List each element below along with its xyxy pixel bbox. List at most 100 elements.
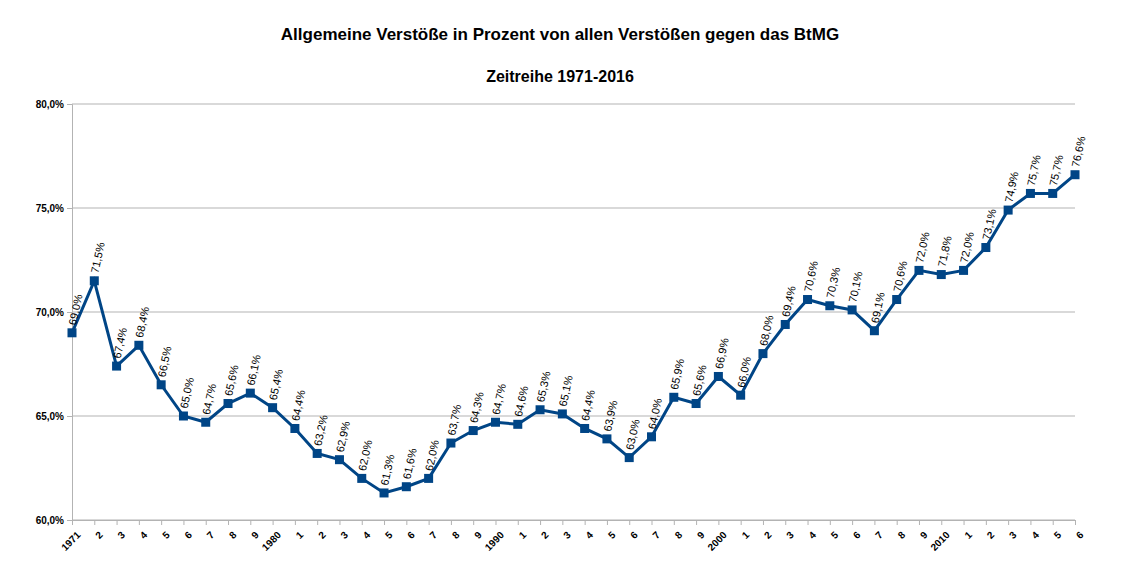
x-tick: 3 bbox=[784, 520, 796, 541]
x-axis-line bbox=[73, 521, 1076, 526]
data-label: 64,6% bbox=[512, 385, 530, 418]
data-point bbox=[68, 328, 77, 337]
x-tick: 7 bbox=[205, 520, 217, 541]
grid-line bbox=[72, 104, 1075, 105]
x-tick-mark bbox=[384, 520, 385, 525]
x-tick: 9 bbox=[695, 520, 707, 541]
data-label: 70,6% bbox=[802, 260, 820, 293]
data-label: 62,9% bbox=[334, 420, 352, 453]
x-tick-label: 2 bbox=[762, 529, 774, 541]
x-tick: 2 bbox=[539, 520, 551, 541]
grid-line bbox=[72, 312, 1075, 313]
data-point bbox=[1004, 206, 1013, 215]
x-tick-label: 6 bbox=[405, 529, 417, 541]
x-tick-label: 1980 bbox=[260, 529, 284, 553]
x-tick-mark bbox=[808, 520, 809, 525]
data-label: 75,7% bbox=[1047, 154, 1065, 187]
data-point bbox=[313, 449, 322, 458]
data-point bbox=[937, 270, 946, 279]
x-tick-label: 9 bbox=[472, 529, 484, 541]
x-tick-mark bbox=[696, 520, 697, 525]
y-tick: 60,0% bbox=[36, 515, 72, 526]
x-tick-label: 4 bbox=[584, 529, 596, 541]
data-label: 63,7% bbox=[445, 403, 463, 436]
x-tick-label: 8 bbox=[896, 529, 908, 541]
x-tick: 8 bbox=[227, 520, 239, 541]
data-label: 65,9% bbox=[668, 357, 686, 390]
x-tick: 1 bbox=[294, 520, 306, 541]
data-line bbox=[72, 175, 1075, 493]
y-tick: 80,0% bbox=[36, 99, 72, 110]
x-tick-mark bbox=[1008, 520, 1009, 525]
x-tick: 4 bbox=[361, 520, 373, 541]
data-point bbox=[424, 474, 433, 483]
data-label: 66,1% bbox=[245, 353, 263, 386]
x-tick-mark bbox=[94, 520, 95, 525]
y-tick-mark bbox=[67, 520, 72, 521]
x-tick-mark bbox=[1030, 520, 1031, 525]
x-tick: 9 bbox=[918, 520, 930, 541]
data-point bbox=[892, 295, 901, 304]
data-label: 64,4% bbox=[579, 389, 597, 422]
x-axis: 1971234567891980123456789199012345678920… bbox=[59, 520, 1086, 553]
y-tick-mark bbox=[67, 208, 72, 209]
data-point bbox=[803, 295, 812, 304]
y-tick-label: 75,0% bbox=[36, 203, 64, 214]
data-label: 65,0% bbox=[178, 376, 196, 409]
data-point bbox=[90, 276, 99, 285]
data-label: 65,1% bbox=[557, 374, 575, 407]
x-tick-label: 1 bbox=[962, 529, 974, 541]
data-label: 68,4% bbox=[133, 305, 151, 338]
data-point bbox=[1071, 170, 1080, 179]
data-point bbox=[981, 243, 990, 252]
data-label: 66,5% bbox=[155, 345, 173, 378]
data-label: 72,0% bbox=[958, 231, 976, 264]
x-tick: 7 bbox=[427, 520, 439, 541]
x-tick: 6 bbox=[628, 520, 640, 541]
title: Allgemeine Verstöße in Prozent von allen… bbox=[281, 25, 839, 44]
x-tick-mark bbox=[830, 520, 831, 525]
x-tick-label: 3 bbox=[338, 529, 350, 541]
x-tick-label: 4 bbox=[1029, 529, 1041, 541]
x-tick-mark bbox=[763, 520, 764, 525]
x-tick-mark bbox=[897, 520, 898, 525]
data-point bbox=[536, 405, 545, 414]
data-label: 64,3% bbox=[467, 391, 485, 424]
x-tick: 2 bbox=[93, 520, 105, 541]
data-label: 61,3% bbox=[378, 453, 396, 486]
x-tick-label: 9 bbox=[249, 529, 261, 541]
data-label: 71,5% bbox=[89, 241, 107, 274]
data-point bbox=[357, 474, 366, 483]
x-tick-label: 1 bbox=[294, 529, 306, 541]
x-tick-label: 1990 bbox=[483, 529, 507, 553]
x-tick: 6 bbox=[405, 520, 417, 541]
data-label: 72,0% bbox=[913, 231, 931, 264]
data-point bbox=[491, 418, 500, 427]
x-tick-label: 9 bbox=[695, 529, 707, 541]
x-tick: 9 bbox=[472, 520, 484, 541]
x-tick-label: 2 bbox=[93, 529, 105, 541]
x-tick-label: 5 bbox=[383, 529, 395, 541]
x-tick-label: 7 bbox=[427, 529, 439, 541]
x-tick-label: 1 bbox=[517, 529, 529, 541]
data-point bbox=[157, 380, 166, 389]
y-tick-label: 70,0% bbox=[36, 307, 64, 318]
x-tick: 3 bbox=[338, 520, 350, 541]
data-label: 65,6% bbox=[222, 364, 240, 397]
data-label: 63,2% bbox=[311, 414, 329, 447]
x-tick-label: 6 bbox=[1074, 529, 1086, 541]
y-tick-mark bbox=[67, 416, 72, 417]
data-point bbox=[402, 482, 411, 491]
data-label: 63,9% bbox=[601, 399, 619, 432]
x-tick-mark bbox=[718, 520, 719, 525]
x-tick-label: 4 bbox=[361, 529, 373, 541]
data-point bbox=[625, 453, 634, 462]
grid-line bbox=[72, 416, 1075, 417]
x-tick-label: 5 bbox=[829, 529, 841, 541]
x-tick: 1971 bbox=[59, 520, 83, 553]
x-tick-mark bbox=[652, 520, 653, 525]
data-label: 73,1% bbox=[980, 208, 998, 241]
x-tick-label: 4 bbox=[138, 529, 150, 541]
grid bbox=[72, 104, 1075, 520]
x-tick-mark bbox=[674, 520, 675, 525]
